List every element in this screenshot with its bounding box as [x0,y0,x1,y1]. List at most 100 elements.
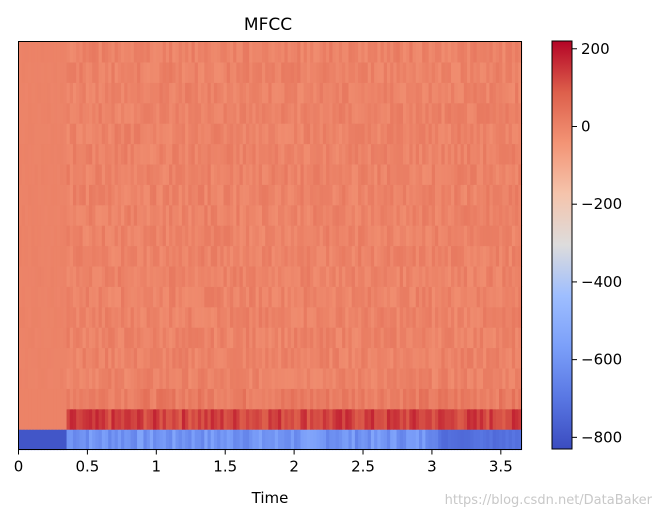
heatmap-cell [492,184,497,206]
heatmap-cell [223,143,228,165]
heatmap-cell [210,184,215,206]
heatmap-cell [137,408,141,430]
heatmap-cell [502,184,507,206]
heatmap-cell [175,41,180,63]
heatmap-cell [310,388,314,410]
heatmap-cell [326,286,330,308]
heatmap-cell [358,143,362,165]
heatmap-cell [345,367,350,389]
heatmap-cell [515,143,519,165]
heatmap-cell [463,102,468,124]
heatmap-cell [470,163,475,185]
heatmap-cell [56,367,61,389]
heatmap-cell [162,225,167,247]
heatmap-cell [239,327,244,349]
heatmap-cell [165,82,170,104]
heatmap-cell [21,184,26,206]
heatmap-cell [345,429,350,451]
heatmap-cell [101,143,106,165]
heatmap-cell [505,225,510,247]
heatmap-cell [159,41,164,63]
heatmap-cell [348,82,353,104]
heatmap-cell [409,327,414,349]
heatmap-cell [28,41,32,63]
heatmap-cell [28,123,32,145]
heatmap-cell [313,408,318,430]
heatmap-cell [338,102,343,124]
heatmap-cell [156,408,161,430]
heatmap-cell [444,184,449,206]
heatmap-cell [226,347,231,369]
heatmap-cell [111,306,116,328]
heatmap-cell [396,265,401,287]
heatmap-cell [393,408,398,430]
heatmap-cell [489,184,494,206]
heatmap-cell [255,265,260,287]
heatmap-cell [175,367,180,389]
heatmap-cell [76,245,80,267]
heatmap-cell [345,388,350,410]
heatmap-cell [297,61,302,83]
heatmap-cell [284,286,289,308]
heatmap-cell [255,286,260,308]
heatmap-cell [76,143,80,165]
heatmap-cell [98,225,103,247]
heatmap-cell [457,367,462,389]
heatmap-cell [85,306,90,328]
heatmap-cell [451,123,455,145]
heatmap-cell [162,347,167,369]
heatmap-cell [261,184,266,206]
heatmap-cell [297,123,302,145]
heatmap-cell [390,265,394,287]
heatmap-cell [451,245,455,267]
heatmap-cell [335,429,340,451]
heatmap-cell [229,204,234,226]
heatmap-cell [117,306,122,328]
heatmap-cell [79,143,84,165]
heatmap-cell [105,41,109,63]
heatmap-cell [508,184,513,206]
heatmap-cell [63,163,68,185]
heatmap-cell [438,429,442,451]
heatmap-cell [287,245,292,267]
heatmap-cell [242,225,247,247]
heatmap-cell [435,163,439,185]
heatmap-cell [444,245,449,267]
heatmap-cell [194,286,199,308]
heatmap-cell [377,82,382,104]
heatmap-cell [390,327,394,349]
heatmap-cell [114,306,119,328]
heatmap-cell [40,347,45,369]
heatmap-cell [124,327,129,349]
heatmap-cell [108,41,113,63]
heatmap-cell [255,204,260,226]
heatmap-cell [370,245,375,267]
heatmap-cell [217,367,221,389]
heatmap-cell [21,204,26,226]
heatmap-cell [265,388,269,410]
heatmap-cell [335,327,340,349]
heatmap-cell [213,204,218,226]
heatmap-cell [69,429,74,451]
heatmap-cell [508,408,513,430]
heatmap-cell [172,61,177,83]
heatmap-cell [146,347,151,369]
heatmap-cell [322,408,327,430]
heatmap-cell [361,61,366,83]
heatmap-cell [213,286,218,308]
heatmap-cell [63,245,68,267]
heatmap-cell [399,408,404,430]
heatmap-cell [284,327,289,349]
heatmap-cell [124,41,129,63]
heatmap-cell [53,204,58,226]
heatmap-cell [342,286,346,308]
heatmap-cell [40,163,45,185]
heatmap-cell [313,204,318,226]
heatmap-cell [297,102,302,124]
heatmap-cell [511,286,516,308]
heatmap-cell [229,265,234,287]
heatmap-cell [114,163,119,185]
heatmap-cell [486,245,491,267]
heatmap-cell [447,225,452,247]
